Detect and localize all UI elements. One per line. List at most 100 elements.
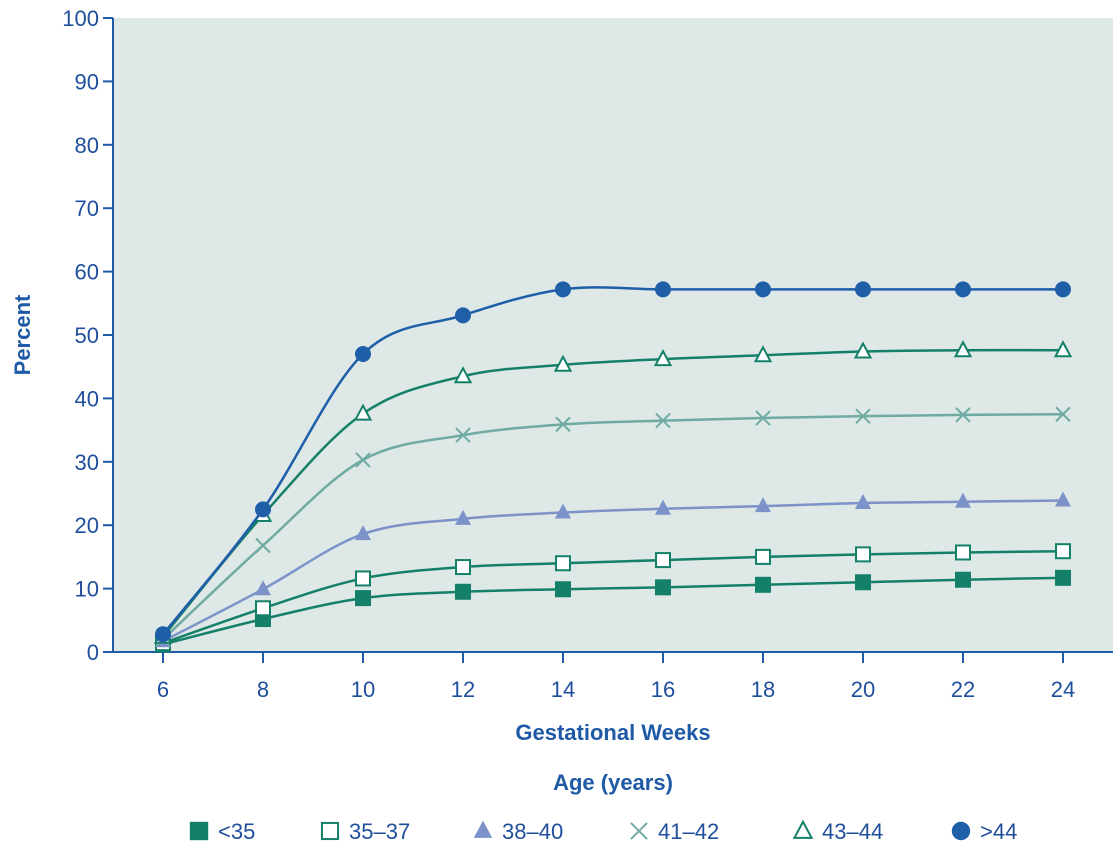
data-point [555,503,571,519]
data-point [555,555,571,572]
data-point [755,410,771,426]
x-tick-label: 22 [951,677,975,702]
y-tick-label: 50 [75,323,99,348]
data-point [255,600,271,617]
data-point [255,501,271,518]
legend-marker [473,820,493,838]
series-line [162,413,1064,641]
data-point [455,509,471,525]
legend-label: >44 [980,819,1017,844]
data-point [955,281,971,298]
legend-title: Age (years) [553,770,673,795]
data-point [455,559,471,576]
legend-marker [320,821,340,841]
legend-marker [951,821,971,841]
legend-marker [189,821,209,841]
data-point [655,412,671,429]
series-3 [155,406,1071,648]
data-point [355,590,371,607]
y-tick-label: 90 [75,69,99,94]
data-point [855,574,871,591]
data-point [1055,543,1071,560]
data-point [455,583,471,600]
data-point [1055,406,1071,422]
series-0 [155,569,1071,653]
data-point [653,348,673,367]
data-point [655,281,671,298]
series-line [162,549,1064,645]
data-point [755,548,771,565]
y-tick-label: 80 [75,133,99,158]
data-point [453,366,473,384]
legend-label: 41–42 [658,819,719,844]
y-tick-label: 20 [75,513,99,538]
series-line [162,499,1064,643]
legend: <35 35–37 38–40 41–42 43–44 >44 [189,819,1017,844]
data-point [355,346,371,363]
series-line [162,348,1064,638]
series-2 [155,491,1071,648]
data-point [953,340,973,358]
data-point [755,281,771,298]
data-point [1055,281,1071,298]
y-tick-label: 0 [87,640,99,665]
series-4 [153,340,1073,644]
legend-label: 35–37 [349,819,410,844]
data-point [353,403,373,421]
y-tick-label: 30 [75,450,99,475]
x-axis-title: Gestational Weeks [515,720,710,745]
x-tick-label: 14 [551,677,575,702]
y-axis: 0 10 20 30 40 50 60 70 80 90 100 [62,6,114,665]
data-point [855,546,871,563]
series-line [162,286,1063,636]
data-point [855,494,871,510]
data-point [455,307,471,324]
x-tick-label: 8 [257,677,269,702]
legend-marker [792,819,814,839]
data-point [555,581,571,598]
data-point [955,492,971,508]
x-tick-label: 16 [651,677,675,702]
y-tick-label: 40 [75,386,99,411]
legend-label: 38–40 [502,819,563,844]
data-point [755,576,771,593]
x-tick-label: 24 [1051,677,1075,702]
x-tick-label: 18 [751,677,775,702]
x-axis: 6 8 10 12 14 16 18 20 22 24 [113,651,1113,702]
data-point [355,570,371,587]
data-point [1055,491,1071,507]
x-tick-label: 10 [351,677,375,702]
data-point [555,416,571,433]
data-point [1055,569,1071,586]
data-point [555,281,571,298]
x-tick-label: 20 [851,677,875,702]
x-tick-label: 6 [157,677,169,702]
data-point [955,571,971,588]
data-point [753,345,773,363]
x-tick-label: 12 [451,677,475,702]
data-point [255,537,271,554]
series-line [162,576,1064,646]
data-point [355,452,371,468]
legend-label: <35 [218,819,255,844]
data-point [955,407,971,423]
data-point [955,544,971,561]
data-point [655,552,671,569]
data-point [155,626,171,643]
data-point [655,499,671,515]
data-point [853,341,873,359]
series-5 [155,281,1071,643]
y-tick-label: 60 [75,260,99,285]
legend-marker [630,822,648,840]
data-point [655,579,671,596]
plot-area [113,18,1113,652]
y-tick-label: 10 [75,577,99,602]
legend-label: 43–44 [822,819,883,844]
series-layer [153,281,1073,653]
data-point [355,525,371,541]
data-point [455,427,471,443]
data-point [755,497,771,513]
data-point [855,281,871,298]
y-axis-title: Percent [10,294,35,375]
